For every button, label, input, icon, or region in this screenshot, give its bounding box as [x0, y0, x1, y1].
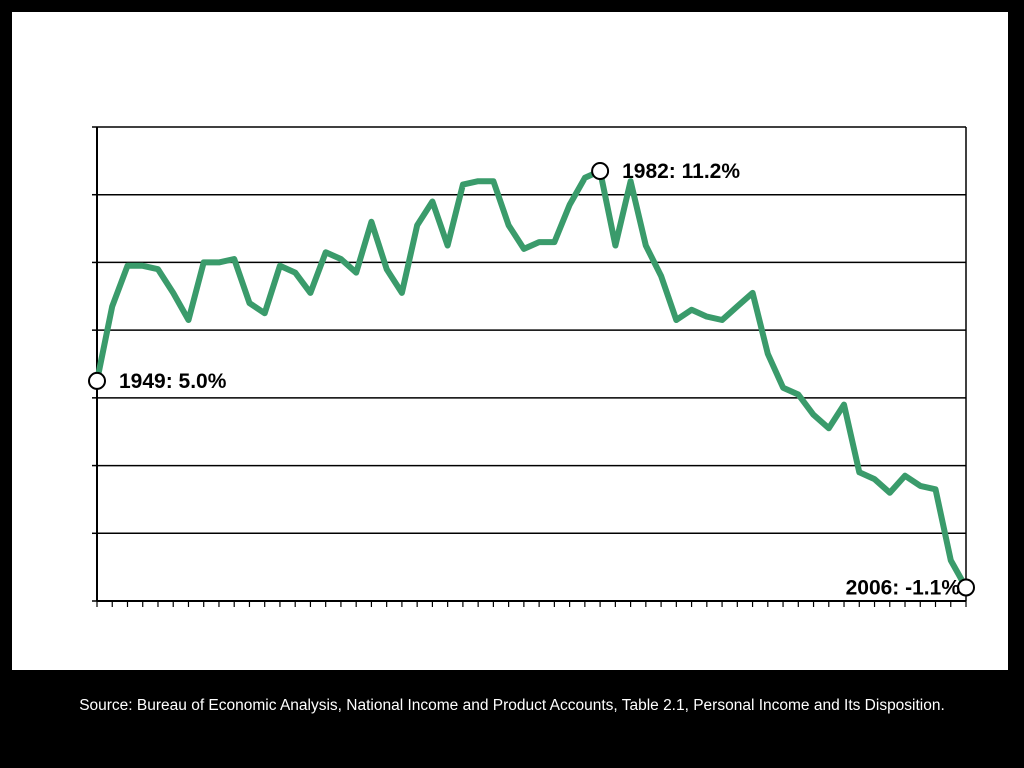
- annotation-markers: [88, 162, 975, 597]
- series-line: [94, 168, 969, 591]
- chart-panel: [12, 12, 1008, 670]
- annotation-marker: [88, 371, 106, 390]
- annotation-label: 2006: -1.1%: [846, 576, 961, 599]
- source-note: Source: Bureau of Economic Analysis, Nat…: [79, 697, 945, 714]
- annotation-marker: [957, 578, 975, 597]
- annotation-labels: 1949: 5.0% 1982: 11.2% 2006: -1.1%: [119, 160, 960, 599]
- annotation-label: 1982: 11.2%: [622, 160, 740, 183]
- gridlines: [97, 126, 966, 602]
- axes: [92, 126, 967, 607]
- annotation-label: 1949: 5.0%: [119, 370, 227, 393]
- annotation-marker: [591, 162, 610, 181]
